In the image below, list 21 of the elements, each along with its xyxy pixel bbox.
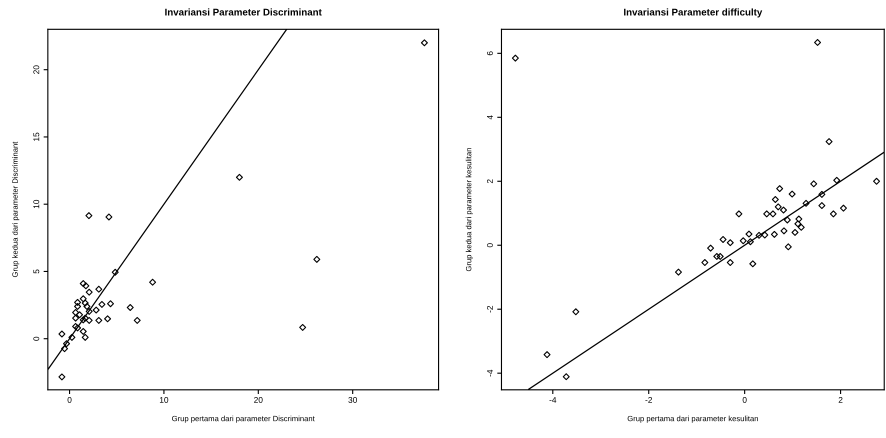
y-tick-label: 0 [486, 243, 493, 248]
x-tick-label: 0 [68, 396, 72, 403]
y-tick-label: 6 [486, 51, 493, 56]
x-tick-label: 30 [348, 396, 357, 403]
chart-title: Invariansi Parameter difficulty [624, 8, 762, 18]
x-tick-label: 2 [838, 396, 842, 403]
x-tick-label: 10 [160, 396, 168, 403]
y-tick-label: 15 [33, 132, 40, 141]
y-tick-label: 4 [487, 115, 493, 120]
y-tick-label: 5 [33, 269, 40, 274]
y-tick-label: -4 [487, 370, 493, 377]
y-tick-label: 2 [486, 179, 493, 184]
x-tick-label: 20 [254, 396, 263, 403]
y-tick-label: 20 [33, 65, 40, 74]
x-tick-label: 0 [742, 396, 747, 403]
y-tick-label: -2 [486, 306, 493, 313]
chart-title: Invariansi Parameter Discriminant [165, 8, 322, 16]
y-tick-label: 0 [33, 336, 40, 341]
y-tick-label: 10 [33, 200, 40, 208]
x-tick-label: -4 [549, 397, 556, 403]
x-tick-label: -2 [645, 396, 652, 403]
